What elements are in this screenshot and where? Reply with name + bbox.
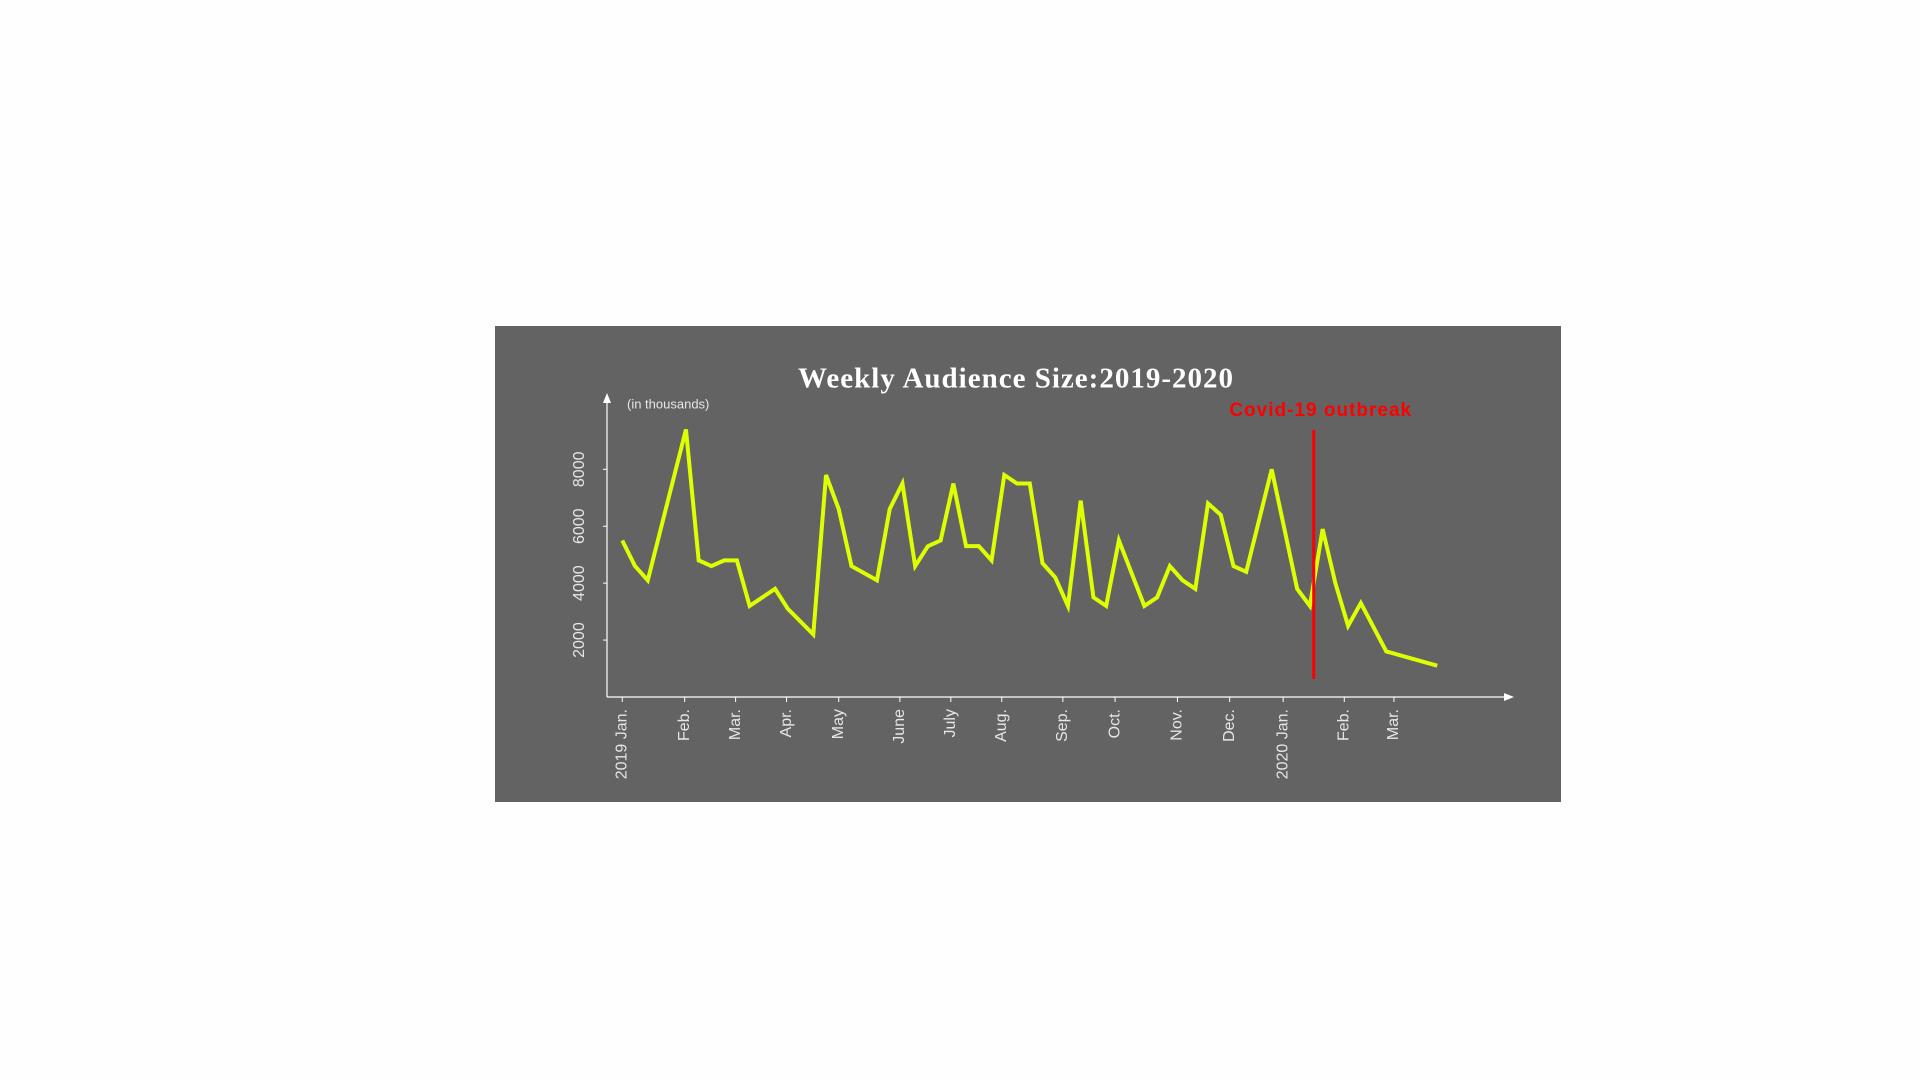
y-tick-label: 6000 (571, 508, 588, 544)
data-line (620, 428, 1438, 668)
x-tick-label: Aug. (993, 709, 1010, 742)
x-tick-label: 2020 Jan. (1274, 709, 1291, 779)
y-tick-label: 2000 (571, 622, 588, 658)
x-axis-arrow (1504, 693, 1514, 701)
chart-title: Weekly Audience Size:2019-2020 (798, 363, 1234, 395)
x-tick-label: Oct. (1106, 709, 1123, 738)
x-tick-label: Feb. (1336, 709, 1353, 741)
x-tick-label: Mar. (727, 709, 744, 740)
x-tick-label: June (891, 709, 908, 744)
x-tick-label: Apr. (778, 709, 795, 737)
y-unit-label: (in thousands) (627, 396, 709, 411)
x-tick-label: May (830, 709, 847, 739)
x-tick-label: 2019 Jan. (613, 709, 630, 779)
x-tick-label: Nov. (1169, 709, 1186, 741)
x-tick-label: July (942, 709, 959, 737)
y-tick-label: 4000 (571, 565, 588, 601)
x-tick-label: Mar. (1385, 709, 1402, 740)
x-tick-label: Feb. (676, 709, 693, 741)
chart-panel (495, 326, 1561, 802)
x-tick-label: Sep. (1054, 709, 1071, 742)
y-tick-label: 8000 (571, 451, 588, 487)
annotation-text: Covid-19 outbreak (1229, 400, 1412, 421)
y-axis-arrow (603, 393, 611, 403)
x-tick-label: Dec. (1221, 709, 1238, 742)
